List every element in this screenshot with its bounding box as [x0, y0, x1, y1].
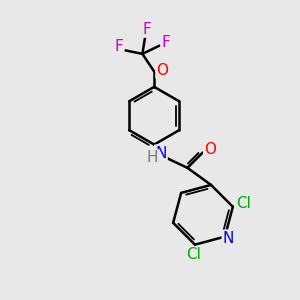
Text: O: O [156, 63, 168, 78]
Text: Cl: Cl [237, 196, 251, 211]
Text: F: F [162, 34, 170, 50]
Text: F: F [142, 22, 151, 37]
Text: N: N [223, 231, 234, 246]
Text: H: H [146, 150, 158, 165]
Text: N: N [155, 146, 167, 160]
Text: Cl: Cl [186, 248, 201, 262]
Text: F: F [115, 39, 123, 54]
Text: O: O [204, 142, 216, 157]
